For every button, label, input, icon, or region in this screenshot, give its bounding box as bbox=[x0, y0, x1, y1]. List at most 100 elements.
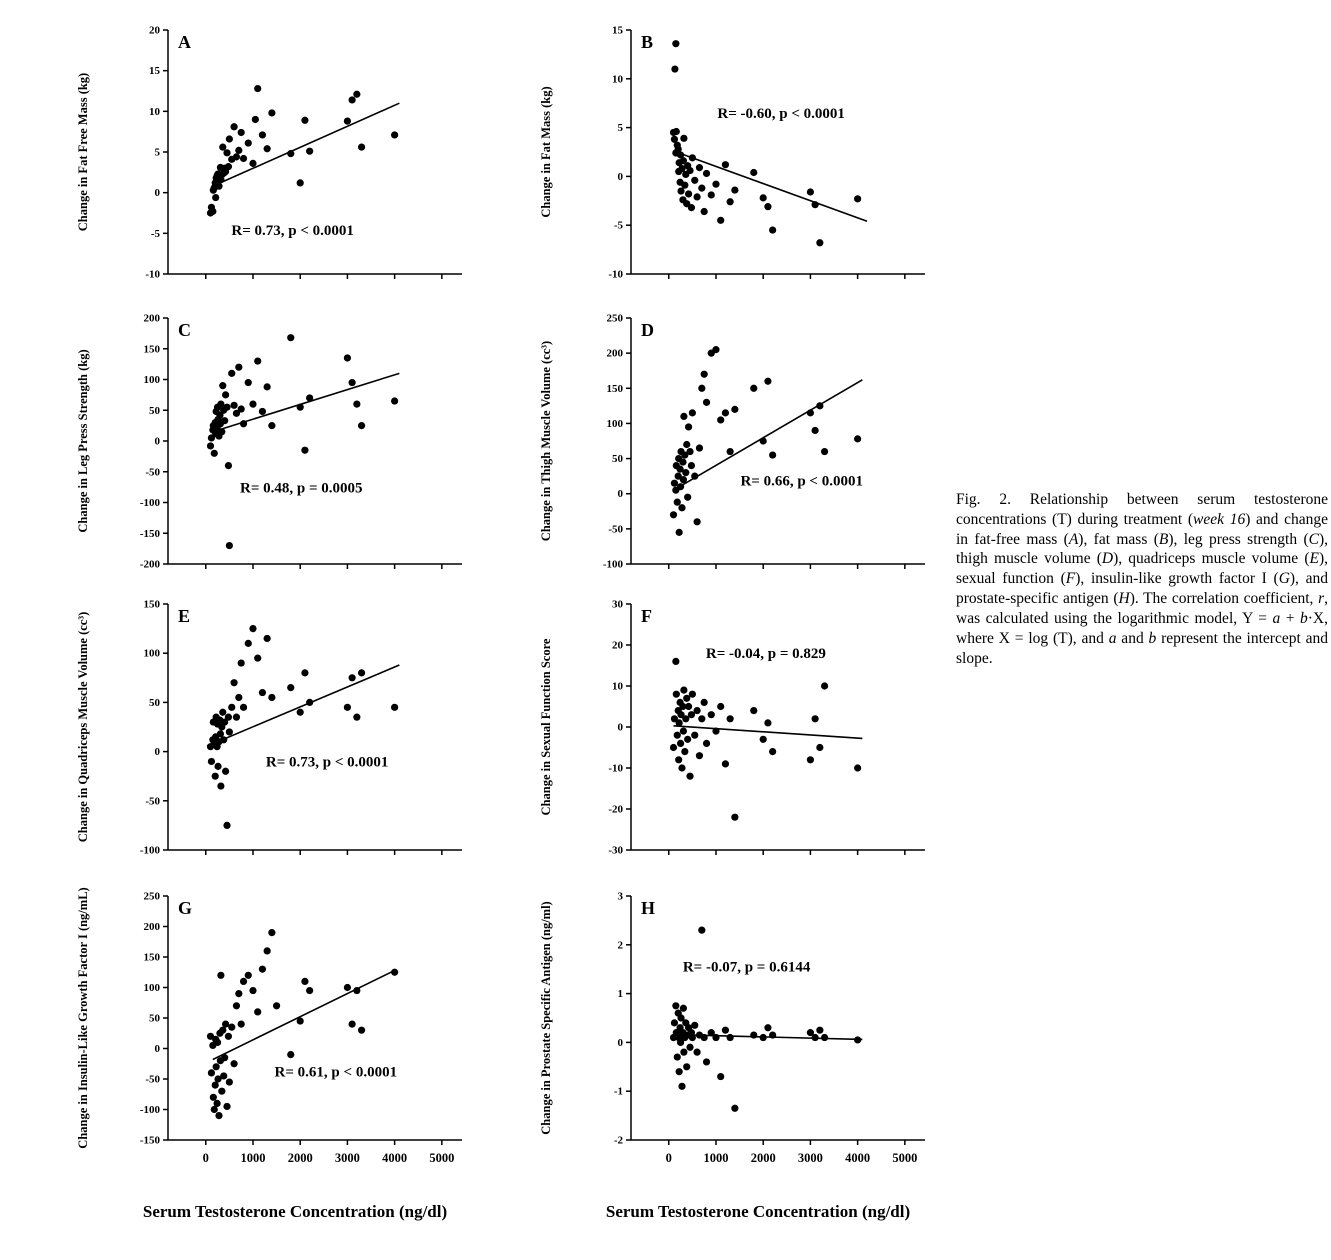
scatter-point bbox=[268, 693, 276, 702]
y-tick-label: -50 bbox=[145, 466, 160, 478]
scatter-point bbox=[806, 188, 815, 196]
caption-segment: week 16 bbox=[1193, 510, 1246, 528]
scatter-point bbox=[687, 462, 696, 470]
panel-letter: E bbox=[178, 606, 190, 626]
y-tick-label: -5 bbox=[614, 220, 624, 232]
scatter-point bbox=[306, 698, 314, 706]
scatter-point bbox=[209, 1093, 217, 1101]
scatter-point bbox=[685, 190, 693, 198]
scatter-point bbox=[221, 1054, 229, 1062]
scatter-point bbox=[230, 1060, 238, 1068]
scatter-point bbox=[695, 444, 704, 452]
y-tick-label: 30 bbox=[612, 599, 624, 611]
caption-segment: G bbox=[1278, 570, 1290, 588]
y-tick-label: 150 bbox=[144, 343, 161, 355]
scatter-point bbox=[222, 1020, 230, 1028]
correlation-annotation: R= 0.73, p < 0.0001 bbox=[266, 754, 389, 770]
scatter-point bbox=[223, 149, 231, 157]
caption-segment: ). The correlation coefficient, bbox=[1129, 590, 1319, 608]
caption-segment: , was calculated using the logarithmic m… bbox=[956, 590, 1328, 627]
scatter-point bbox=[228, 369, 236, 377]
y-tick-label: 20 bbox=[612, 640, 624, 652]
scatter-point bbox=[820, 682, 829, 690]
trend-line bbox=[212, 664, 400, 745]
scatter-point bbox=[244, 971, 252, 979]
x-tick-label: 0 bbox=[203, 1151, 209, 1165]
scatter-point bbox=[357, 1026, 366, 1034]
scatter-point bbox=[686, 166, 694, 175]
scatter-point bbox=[691, 472, 699, 480]
scatter-point bbox=[296, 1017, 304, 1025]
caption-segment: ), sexual function ( bbox=[956, 550, 1329, 588]
y-tick-label: -100 bbox=[140, 497, 161, 509]
caption-segment: E bbox=[1309, 550, 1319, 568]
scatter-point bbox=[688, 154, 696, 162]
scatter-point bbox=[214, 1075, 222, 1083]
y-tick-label: 3 bbox=[618, 891, 624, 903]
scatter-point bbox=[681, 181, 689, 189]
scatter-point bbox=[301, 669, 309, 677]
scatter-point bbox=[235, 693, 243, 702]
scatter-point bbox=[676, 483, 685, 491]
scatter-point bbox=[684, 735, 692, 743]
scatter-point bbox=[210, 1105, 218, 1114]
scatter-point bbox=[391, 968, 399, 976]
y-tick-label: 1 bbox=[618, 988, 624, 1000]
scatter-point bbox=[712, 1033, 720, 1042]
panel-e-quadriceps-volume-chart: -100 -50 0 50 100 150 E R= 0.73, p < 0.0001 Chan… bbox=[76, 599, 462, 857]
y-tick-label: 0 bbox=[155, 187, 161, 199]
scatter-point bbox=[683, 200, 691, 208]
scatter-point bbox=[806, 756, 815, 764]
y-tick-label: 0 bbox=[155, 1043, 161, 1055]
panel-letter: H bbox=[641, 898, 655, 918]
scatter-point bbox=[258, 688, 267, 697]
y-tick-label: -100 bbox=[140, 1104, 161, 1116]
scatter-point bbox=[702, 1058, 711, 1066]
caption-segment: + bbox=[1280, 609, 1301, 627]
scatter-point bbox=[726, 447, 734, 456]
scatter-point bbox=[218, 1087, 226, 1095]
scatter-point bbox=[688, 409, 696, 417]
panel-c-leg-press-chart: -200 -150 -100 -50 0 50 100 150 200 C R= 0.48, p =… bbox=[76, 313, 462, 571]
scatter-point bbox=[707, 711, 715, 719]
y-axis-label: Change in Quadriceps Muscle Volume (cc³) bbox=[76, 612, 90, 842]
y-tick-label: 10 bbox=[149, 106, 161, 118]
scatter-point bbox=[816, 402, 824, 410]
scatter-point bbox=[693, 518, 701, 526]
scatter-point bbox=[674, 472, 682, 480]
y-tick-label: -100 bbox=[140, 845, 161, 857]
y-tick-label: -2 bbox=[614, 1135, 624, 1147]
correlation-annotation: R= 0.66, p < 0.0001 bbox=[740, 473, 863, 489]
x-tick-label: 5000 bbox=[429, 1151, 454, 1165]
scatter-point bbox=[670, 479, 679, 487]
scatter-point bbox=[219, 708, 227, 716]
panel-letter: G bbox=[178, 898, 192, 918]
scatter-point bbox=[217, 400, 225, 408]
scatter-point bbox=[220, 1072, 228, 1080]
y-tick-label: 50 bbox=[149, 1013, 161, 1025]
y-tick-label: 200 bbox=[144, 313, 161, 325]
scatter-point bbox=[679, 476, 688, 484]
caption-segment: H bbox=[1118, 590, 1130, 608]
y-tick-label: -150 bbox=[140, 528, 161, 540]
caption-segment: ), insulin-like growth factor I ( bbox=[1075, 570, 1279, 588]
y-tick-label: -50 bbox=[145, 1074, 160, 1086]
panel-h-psa-chart: -2 -1 0 1 2 3 0 1000 2000 3000 4000 5000 H R= -0.07, … bbox=[539, 891, 925, 1165]
scatter-point bbox=[232, 153, 241, 161]
scatter-point bbox=[217, 782, 225, 790]
scatter-point bbox=[676, 1038, 685, 1046]
scatter-point bbox=[672, 690, 680, 698]
scatter-point bbox=[235, 363, 243, 371]
scatter-point bbox=[671, 65, 679, 73]
scatter-point bbox=[811, 201, 819, 209]
scatter-point bbox=[206, 1032, 215, 1040]
y-tick-label: -1 bbox=[614, 1086, 623, 1098]
caption-segment: B bbox=[1158, 530, 1169, 548]
caption-segment: ·X, where X = log (T), and bbox=[956, 609, 1328, 647]
trend-line bbox=[673, 150, 868, 223]
scatter-point bbox=[669, 743, 678, 752]
caption-segment: ), and prostate-specific antigen ( bbox=[956, 570, 1328, 608]
scatter-point bbox=[235, 990, 243, 998]
y-tick-label: 150 bbox=[607, 383, 624, 395]
scatter-point bbox=[223, 403, 231, 411]
